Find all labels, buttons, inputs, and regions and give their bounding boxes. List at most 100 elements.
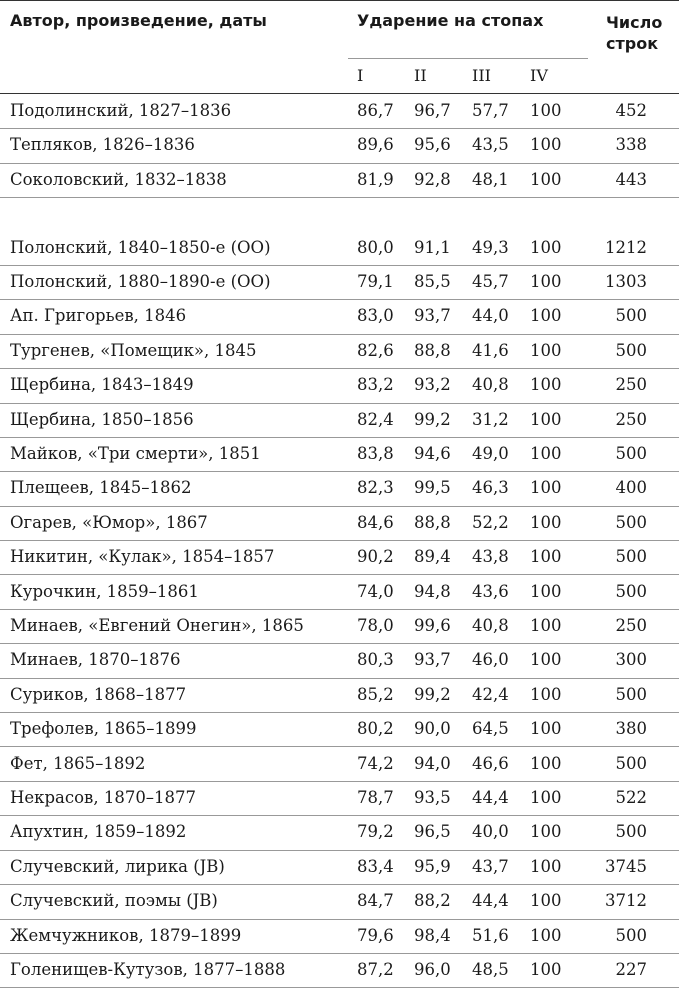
row-divider xyxy=(0,334,679,335)
stress-foot-3: 48,5 xyxy=(472,959,509,979)
table-row: Щербина, 1843–1849 83,2 93,2 40,8 100 250 xyxy=(0,368,679,402)
stress-foot-2: 99,2 xyxy=(414,684,451,704)
stress-foot-2: 95,9 xyxy=(414,856,451,876)
table-row: Никитин, «Кулак», 1854–1857 90,2 89,4 43,8 1… xyxy=(0,540,679,574)
table-row: Курочкин, 1859–1861 74,0 94,8 43,6 100 500 xyxy=(0,575,679,609)
row-divider xyxy=(0,368,679,369)
table-row: Ап. Григорьев, 1846 83,0 93,7 44,0 100 500 xyxy=(0,299,679,333)
stress-foot-1: 78,0 xyxy=(357,615,394,635)
stress-foot-3: 40,8 xyxy=(472,375,509,395)
author-cell: Голенищев-Кутузов, 1877–1888 xyxy=(10,959,286,979)
author-cell: Трефолев, 1865–1899 xyxy=(10,719,197,739)
stress-foot-1: 80,3 xyxy=(357,650,394,670)
stress-foot-4: 100 xyxy=(530,615,562,635)
line-count: 500 xyxy=(615,443,648,463)
stress-foot-1: 84,6 xyxy=(357,512,394,532)
row-divider xyxy=(0,163,679,164)
stress-foot-3: 57,7 xyxy=(472,101,509,120)
row-divider xyxy=(0,712,679,713)
table-row: Случевский, лирика (JB) 83,4 95,9 43,7 100 37… xyxy=(0,850,679,884)
line-count: 443 xyxy=(615,169,648,189)
row-divider xyxy=(0,678,679,679)
line-count: 500 xyxy=(615,547,648,567)
stress-foot-4: 100 xyxy=(530,443,562,463)
stress-foot-2: 99,2 xyxy=(414,409,451,429)
table-row: Апухтин, 1859–1892 79,2 96,5 40,0 100 500 xyxy=(0,815,679,849)
stress-foot-1: 80,2 xyxy=(357,719,394,739)
row-divider xyxy=(0,471,679,472)
stress-foot-4: 100 xyxy=(530,169,562,189)
stress-foot-4: 100 xyxy=(530,237,562,257)
author-cell: Минаев, 1870–1876 xyxy=(10,650,181,670)
stress-foot-3: 44,4 xyxy=(472,787,509,807)
stress-foot-2: 94,0 xyxy=(414,753,451,773)
table-row: Случевский, поэмы (JB) 84,7 88,2 44,4 100 371… xyxy=(0,884,679,918)
author-cell: Суриков, 1868–1877 xyxy=(10,684,187,704)
stress-foot-2: 96,0 xyxy=(414,959,451,979)
table-row: Голенищев-Кутузов, 1877–1888 87,2 96,0 48,5… xyxy=(0,953,679,987)
stress-foot-2: 95,6 xyxy=(414,135,451,155)
stress-foot-3: 43,6 xyxy=(472,581,509,601)
stress-foot-2: 88,2 xyxy=(414,891,451,911)
stress-foot-1: 83,4 xyxy=(357,856,394,876)
stress-foot-3: 46,6 xyxy=(472,753,509,773)
author-cell: Огарев, «Юмор», 1867 xyxy=(10,512,208,532)
line-count: 400 xyxy=(615,478,648,498)
author-cell: Щербина, 1843–1849 xyxy=(10,375,194,395)
author-cell: Соколовский, 1832–1838 xyxy=(10,169,227,189)
foot-label-1: I xyxy=(357,66,364,85)
table-row: Тургенев, «Помещик», 1845 82,6 88,8 41,6 100… xyxy=(0,334,679,368)
author-cell: Некрасов, 1870–1877 xyxy=(10,787,197,807)
stress-foot-2: 90,0 xyxy=(414,719,451,739)
line-count: 250 xyxy=(615,615,648,635)
table-row: Плещеев, 1845–1862 82,3 99,5 46,3 100 400 xyxy=(0,471,679,505)
row-divider xyxy=(0,506,679,507)
table-row: Полонский, 1840–1850-е (ОО) 80,0 91,1 49,3 1… xyxy=(0,231,679,265)
stress-foot-1: 87,2 xyxy=(357,959,394,979)
row-divider xyxy=(0,781,679,782)
line-count: 227 xyxy=(615,959,648,979)
foot-label-2: II xyxy=(414,66,427,85)
foot-label-3: III xyxy=(472,66,491,85)
row-divider xyxy=(0,919,679,920)
stress-foot-1: 74,0 xyxy=(357,581,394,601)
foot-label-4: IV xyxy=(530,66,548,85)
stress-foot-3: 43,5 xyxy=(472,135,509,155)
table-row: Минаев, 1870–1876 80,3 93,7 46,0 100 300 xyxy=(0,643,679,677)
line-count: 500 xyxy=(615,306,648,326)
stress-foot-2: 92,8 xyxy=(414,169,451,189)
row-divider xyxy=(0,128,679,129)
stress-foot-2: 93,7 xyxy=(414,650,451,670)
author-cell: Полонский, 1880–1890-е (ОО) xyxy=(10,271,271,291)
line-count: 380 xyxy=(615,719,648,739)
stress-foot-3: 64,5 xyxy=(472,719,509,739)
stress-foot-3: 48,1 xyxy=(472,169,509,189)
author-cell: Случевский, поэмы (JB) xyxy=(10,891,218,911)
stress-foot-3: 51,6 xyxy=(472,925,509,945)
author-cell: Полонский, 1840–1850-е (ОО) xyxy=(10,237,271,257)
author-cell: Майков, «Три смерти», 1851 xyxy=(10,443,261,463)
line-count: 500 xyxy=(615,340,648,360)
stress-foot-2: 89,4 xyxy=(414,547,451,567)
stress-foot-4: 100 xyxy=(530,959,562,979)
line-count: 500 xyxy=(615,684,648,704)
row-divider xyxy=(0,850,679,851)
author-cell: Апухтин, 1859–1892 xyxy=(10,822,187,842)
line-count: 3712 xyxy=(605,891,647,911)
stress-foot-2: 96,5 xyxy=(414,822,451,842)
line-count: 500 xyxy=(615,822,648,842)
stress-foot-2: 99,5 xyxy=(414,478,451,498)
author-cell: Никитин, «Кулак», 1854–1857 xyxy=(10,547,275,567)
stress-foot-4: 100 xyxy=(530,375,562,395)
stress-foot-4: 100 xyxy=(530,856,562,876)
stress-foot-1: 74,2 xyxy=(357,753,394,773)
author-cell: Щербина, 1850–1856 xyxy=(10,409,194,429)
stress-foot-2: 94,6 xyxy=(414,443,451,463)
author-cell: Тепляков, 1826–1836 xyxy=(10,135,195,155)
stress-foot-4: 100 xyxy=(530,547,562,567)
stress-foot-1: 83,8 xyxy=(357,443,394,463)
table-row: Соколовский, 1832–1838 81,9 92,8 48,1 100 443 xyxy=(0,163,679,197)
row-divider xyxy=(0,437,679,438)
table-row: Суриков, 1868–1877 85,2 99,2 42,4 100 500 xyxy=(0,678,679,712)
stress-foot-4: 100 xyxy=(530,822,562,842)
